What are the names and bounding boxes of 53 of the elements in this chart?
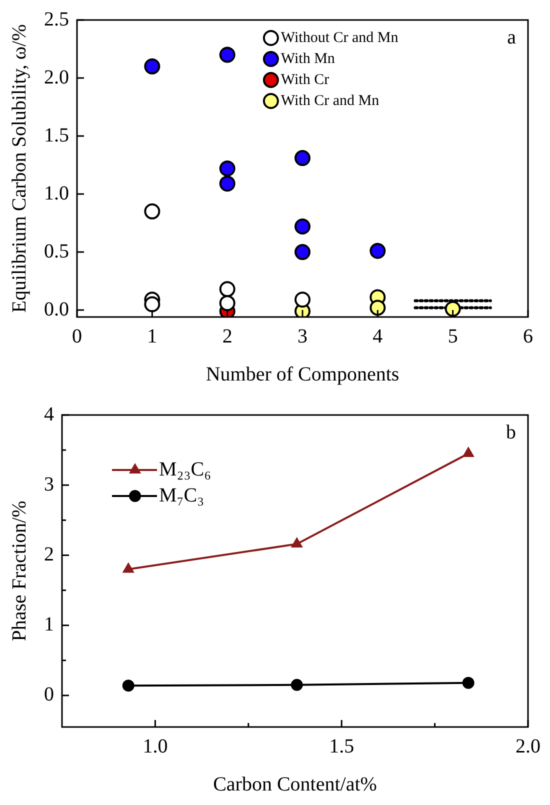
x-tick-label: 3 bbox=[298, 325, 308, 348]
point bbox=[444, 300, 461, 317]
point bbox=[294, 150, 310, 166]
x-axis-title: Carbon Content/at% bbox=[213, 773, 377, 796]
point bbox=[370, 300, 386, 316]
y-tick-label: 2.5 bbox=[44, 8, 69, 30]
point bbox=[294, 292, 310, 308]
point bbox=[219, 295, 236, 312]
x-tick-label: 1.0 bbox=[142, 735, 168, 758]
y-axis-title: Phase Fraction/% bbox=[8, 500, 30, 642]
legend-label: M₇C₃ bbox=[159, 484, 204, 506]
point bbox=[219, 176, 236, 192]
y-tick-label: 0 bbox=[44, 684, 54, 706]
x-tick-label: 1 bbox=[147, 325, 158, 348]
y-tick-label: 2 bbox=[44, 543, 54, 566]
x-tick-label: 2 bbox=[222, 325, 232, 348]
point bbox=[122, 680, 134, 692]
point bbox=[463, 448, 474, 458]
x-tick-label: 4 bbox=[372, 325, 383, 348]
y-tick-label: 1.5 bbox=[44, 124, 69, 146]
point bbox=[144, 203, 160, 220]
legend-label: Without Cr and Mn bbox=[280, 30, 399, 46]
y-tick-label: 0.5 bbox=[44, 240, 69, 262]
point bbox=[290, 678, 303, 691]
point bbox=[219, 46, 236, 63]
point bbox=[144, 58, 160, 74]
point bbox=[144, 296, 160, 312]
point bbox=[294, 218, 310, 235]
annotation: a bbox=[507, 26, 516, 48]
x-tick-label: 6 bbox=[523, 325, 533, 348]
legend-label: With Cr and Mn bbox=[280, 92, 380, 109]
y-tick-label: 4 bbox=[44, 403, 54, 426]
y-tick-label: 0.0 bbox=[44, 298, 69, 320]
y-axis-title: Equilibrium Carbon Solubility, ω/% bbox=[8, 24, 30, 313]
y-tick-label: 1.0 bbox=[44, 182, 69, 204]
point bbox=[292, 538, 302, 548]
x-tick-label: 2.0 bbox=[516, 735, 540, 758]
point bbox=[219, 281, 236, 298]
point bbox=[462, 676, 474, 689]
point bbox=[123, 563, 134, 573]
y-tick-label: 2.0 bbox=[44, 66, 69, 88]
point bbox=[370, 242, 386, 259]
x-tick-label: 1.5 bbox=[329, 735, 354, 758]
point bbox=[294, 244, 310, 260]
legend-label: With Cr bbox=[280, 72, 330, 88]
annotation: b bbox=[506, 421, 516, 444]
x-tick-label: 5 bbox=[448, 325, 458, 348]
legend-label: With Mn bbox=[280, 50, 336, 67]
y-tick-label: 3 bbox=[44, 473, 54, 496]
point bbox=[219, 160, 236, 176]
legend-label: M₂₃C₆ bbox=[159, 458, 212, 480]
x-axis-title: Number of Components bbox=[206, 363, 400, 386]
y-tick-label: 1 bbox=[44, 614, 54, 636]
